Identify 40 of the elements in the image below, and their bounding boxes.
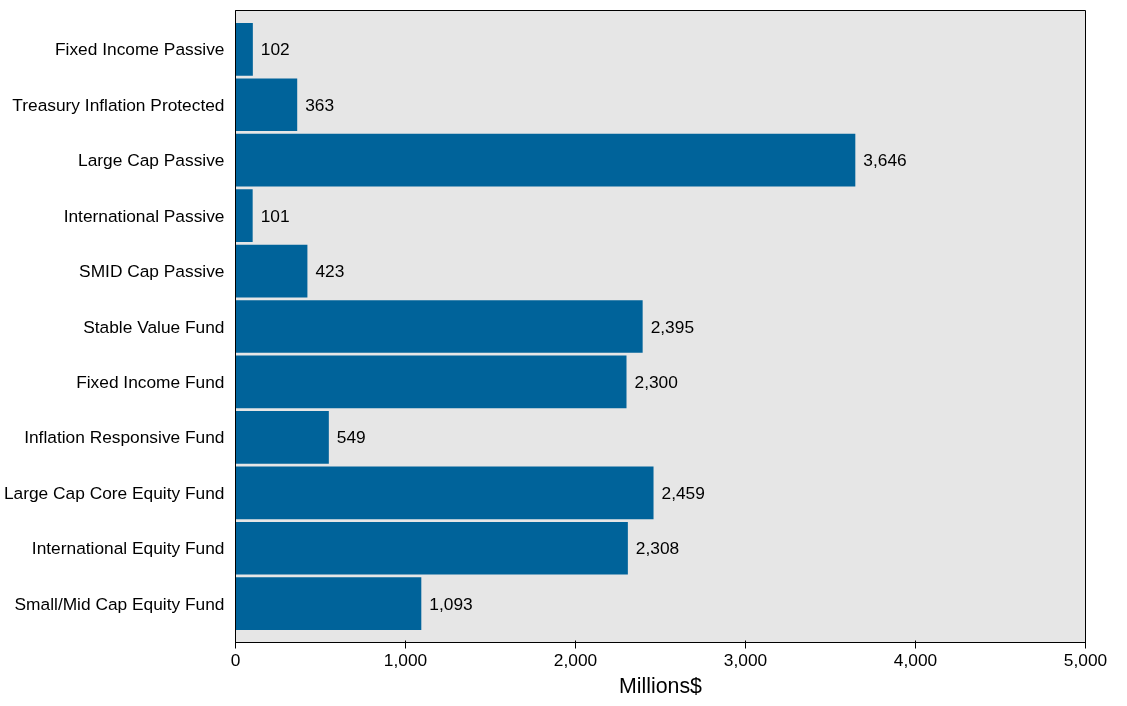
x-axis-title: Millions$ xyxy=(619,673,703,698)
y-tick-label: Fixed Income Fund xyxy=(76,371,225,392)
bar xyxy=(235,411,329,464)
bar xyxy=(235,133,856,187)
y-tick-label: Inflation Responsive Fund xyxy=(24,427,225,448)
y-tick-label: International Passive xyxy=(63,205,225,226)
data-label: 1,093 xyxy=(429,593,473,614)
bar xyxy=(235,189,253,242)
y-tick-label: Large Cap Core Equity Fund xyxy=(3,482,225,503)
bar xyxy=(235,244,308,298)
bar xyxy=(235,577,422,631)
bar xyxy=(235,78,298,132)
x-tick-label: 5,000 xyxy=(1063,649,1108,670)
bar xyxy=(235,521,628,575)
y-tick-label: Small/Mid Cap Equity Fund xyxy=(14,593,225,614)
x-tick-label: 1,000 xyxy=(383,649,428,670)
bar xyxy=(235,466,654,520)
bar xyxy=(235,300,643,353)
data-label: 3,646 xyxy=(863,150,907,171)
data-label: 2,300 xyxy=(634,371,678,392)
bar xyxy=(235,22,253,76)
data-label: 2,308 xyxy=(635,538,680,559)
bar xyxy=(235,355,627,409)
y-tick-label: Large Cap Passive xyxy=(78,150,225,171)
y-tick-label: International Equity Fund xyxy=(31,538,225,559)
x-tick-label: 3,000 xyxy=(723,649,768,670)
y-tick-label: Treasury Inflation Protected xyxy=(12,94,225,115)
y-tick-label: Fixed Income Passive xyxy=(55,39,225,60)
data-label: 423 xyxy=(315,261,345,282)
y-tick-label: SMID Cap Passive xyxy=(79,261,225,282)
data-label: 101 xyxy=(260,205,290,226)
data-label: 102 xyxy=(260,39,290,60)
data-label: 549 xyxy=(336,427,366,448)
data-label: 2,459 xyxy=(661,482,705,503)
x-tick-label: 0 xyxy=(230,649,241,670)
x-tick-label: 4,000 xyxy=(893,649,938,670)
data-label: 363 xyxy=(305,94,335,115)
x-tick-label: 2,000 xyxy=(553,649,598,670)
data-label: 2,395 xyxy=(650,316,695,337)
y-tick-label: Stable Value Fund xyxy=(83,316,225,337)
